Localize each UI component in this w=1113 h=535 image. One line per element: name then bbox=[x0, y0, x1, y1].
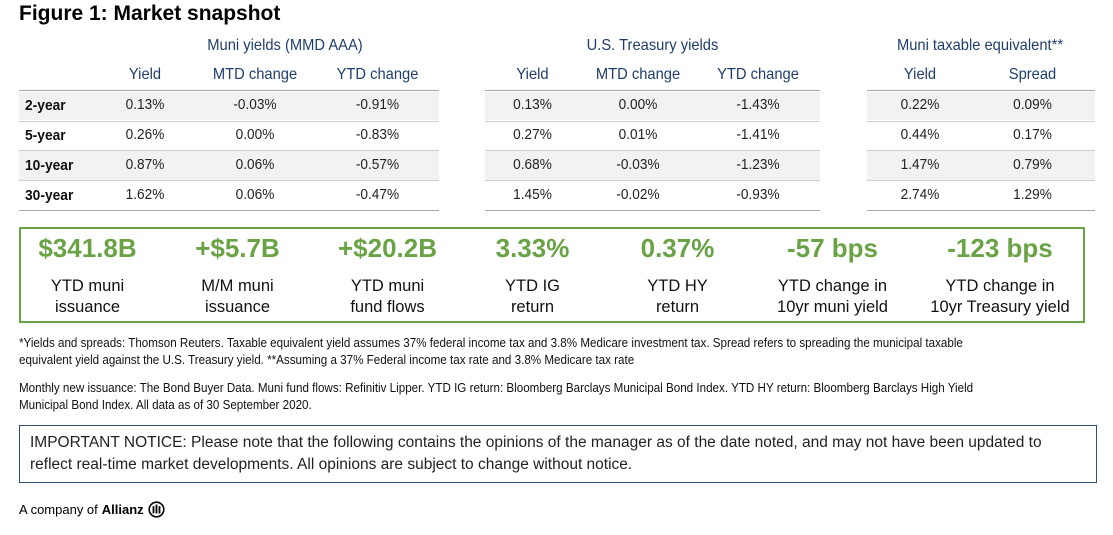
footnote-yields: *Yields and spreads: Thomson Reuters. Ta… bbox=[19, 336, 963, 367]
stat-value-ig-return: 3.33% bbox=[495, 233, 570, 263]
cell: -0.83% bbox=[355, 127, 400, 143]
footer-brand: Allianz bbox=[101, 502, 144, 517]
group-title-muni: Muni yields (MMD AAA) bbox=[207, 37, 363, 54]
row-shade bbox=[867, 151, 1095, 180]
row-rule bbox=[19, 121, 439, 122]
col-header-muni-ytd: YTD change bbox=[336, 66, 419, 83]
stat-label: YTD muni issuance bbox=[50, 277, 125, 316]
cell: -1.41% bbox=[736, 127, 780, 143]
row-label-10-year: 10-year bbox=[25, 157, 74, 174]
col-header-tsy-yield: Yield bbox=[516, 66, 549, 83]
header-rule-muni bbox=[19, 90, 439, 91]
row-label-5-year: 5-year bbox=[25, 127, 66, 144]
cell: -1.43% bbox=[736, 97, 780, 113]
cell: -0.91% bbox=[355, 97, 400, 113]
header-rule-taxable bbox=[867, 90, 1095, 91]
cell: 0.01% bbox=[618, 127, 658, 143]
cell: 0.27% bbox=[513, 127, 552, 143]
cell: 0.22% bbox=[900, 97, 940, 113]
footnote-sources: Monthly new issuance: The Bond Buyer Dat… bbox=[19, 381, 974, 412]
row-rule bbox=[867, 150, 1095, 151]
table-bottom-rule bbox=[19, 210, 439, 211]
stat-label: YTD change in 10yr Treasury yield bbox=[930, 277, 1070, 316]
cell: 0.44% bbox=[900, 127, 940, 143]
footer-prefix: A company of bbox=[19, 502, 98, 517]
group-title-treasury: U.S. Treasury yields bbox=[586, 37, 719, 54]
stat-label: M/M muni issuance bbox=[201, 277, 274, 316]
row-shade bbox=[19, 151, 439, 180]
row-rule bbox=[485, 150, 820, 151]
cell: -1.23% bbox=[736, 157, 780, 173]
stat-label: YTD muni fund flows bbox=[350, 277, 425, 316]
stat-value-mm-issuance: +$5.7B bbox=[195, 233, 280, 263]
stat-label: YTD HY return bbox=[647, 277, 708, 316]
cell: 0.13% bbox=[125, 97, 165, 113]
cell: -0.57% bbox=[355, 157, 400, 173]
col-header-tsy-ytd: YTD change bbox=[717, 66, 799, 83]
cell: -0.03% bbox=[233, 97, 277, 113]
table-bottom-rule bbox=[867, 210, 1095, 211]
cell: 0.79% bbox=[1013, 157, 1052, 173]
stat-value-treasury-yield-change: -123 bps bbox=[947, 233, 1053, 263]
stat-value-hy-return: 0.37% bbox=[640, 233, 715, 263]
table-bottom-rule bbox=[485, 210, 820, 211]
row-shade bbox=[19, 92, 439, 120]
cell: 1.45% bbox=[513, 187, 552, 203]
col-header-tsy-mtd: MTD change bbox=[595, 66, 681, 83]
cell: 0.00% bbox=[618, 97, 658, 113]
col-header-tax-yield: Yield bbox=[903, 66, 937, 83]
stats-panel bbox=[19, 227, 1085, 323]
stat-label: YTD change in 10yr muni yield bbox=[777, 277, 888, 316]
row-rule bbox=[867, 121, 1095, 122]
col-header-muni-yield: Yield bbox=[128, 66, 162, 83]
cell: 0.26% bbox=[125, 127, 165, 143]
row-rule bbox=[485, 180, 820, 181]
cell: 0.06% bbox=[235, 187, 275, 203]
stat-label: YTD IG return bbox=[504, 277, 560, 316]
cell: 0.87% bbox=[125, 157, 165, 173]
row-rule bbox=[19, 180, 439, 181]
row-shade bbox=[485, 92, 820, 120]
header-rule-treasury bbox=[485, 90, 820, 91]
row-rule bbox=[485, 121, 820, 122]
important-notice-box: IMPORTANT NOTICE: Please note that the f… bbox=[19, 425, 1097, 483]
cell: -0.93% bbox=[736, 187, 780, 203]
stat-value-muni-yield-change: -57 bps bbox=[786, 233, 879, 263]
stat-value-fund-flows: +$20.2B bbox=[337, 233, 438, 263]
cell: 0.68% bbox=[513, 157, 552, 173]
allianz-logo-icon bbox=[148, 501, 165, 518]
row-label-2-year: 2-year bbox=[25, 97, 66, 114]
cell: 0.13% bbox=[513, 97, 552, 113]
cell: 0.00% bbox=[235, 127, 275, 143]
group-title-taxable: Muni taxable equivalent** bbox=[896, 37, 1064, 54]
cell: -0.47% bbox=[355, 187, 400, 203]
cell: -0.03% bbox=[616, 157, 660, 173]
stat-value-muni-issuance: $341.8B bbox=[38, 233, 137, 263]
row-shade bbox=[867, 92, 1095, 120]
cell: 1.47% bbox=[900, 157, 940, 173]
col-header-muni-mtd: MTD change bbox=[212, 66, 298, 83]
figure-title: Figure 1: Market snapshot bbox=[19, 2, 281, 25]
cell: 1.29% bbox=[1013, 187, 1052, 203]
row-rule bbox=[19, 150, 439, 151]
footer: A company of Allianz bbox=[19, 501, 165, 518]
important-notice-text: IMPORTANT NOTICE: Please note that the f… bbox=[30, 434, 1042, 473]
col-header-tax-spread: Spread bbox=[1008, 66, 1057, 83]
cell: 0.17% bbox=[1013, 127, 1052, 143]
cell: 2.74% bbox=[900, 187, 940, 203]
row-shade bbox=[485, 151, 820, 180]
cell: 0.09% bbox=[1013, 97, 1052, 113]
row-rule bbox=[867, 180, 1095, 181]
row-label-30-year: 30-year bbox=[25, 187, 74, 204]
cell: -0.02% bbox=[616, 187, 660, 203]
cell: 0.06% bbox=[235, 157, 275, 173]
cell: 1.62% bbox=[125, 187, 165, 203]
